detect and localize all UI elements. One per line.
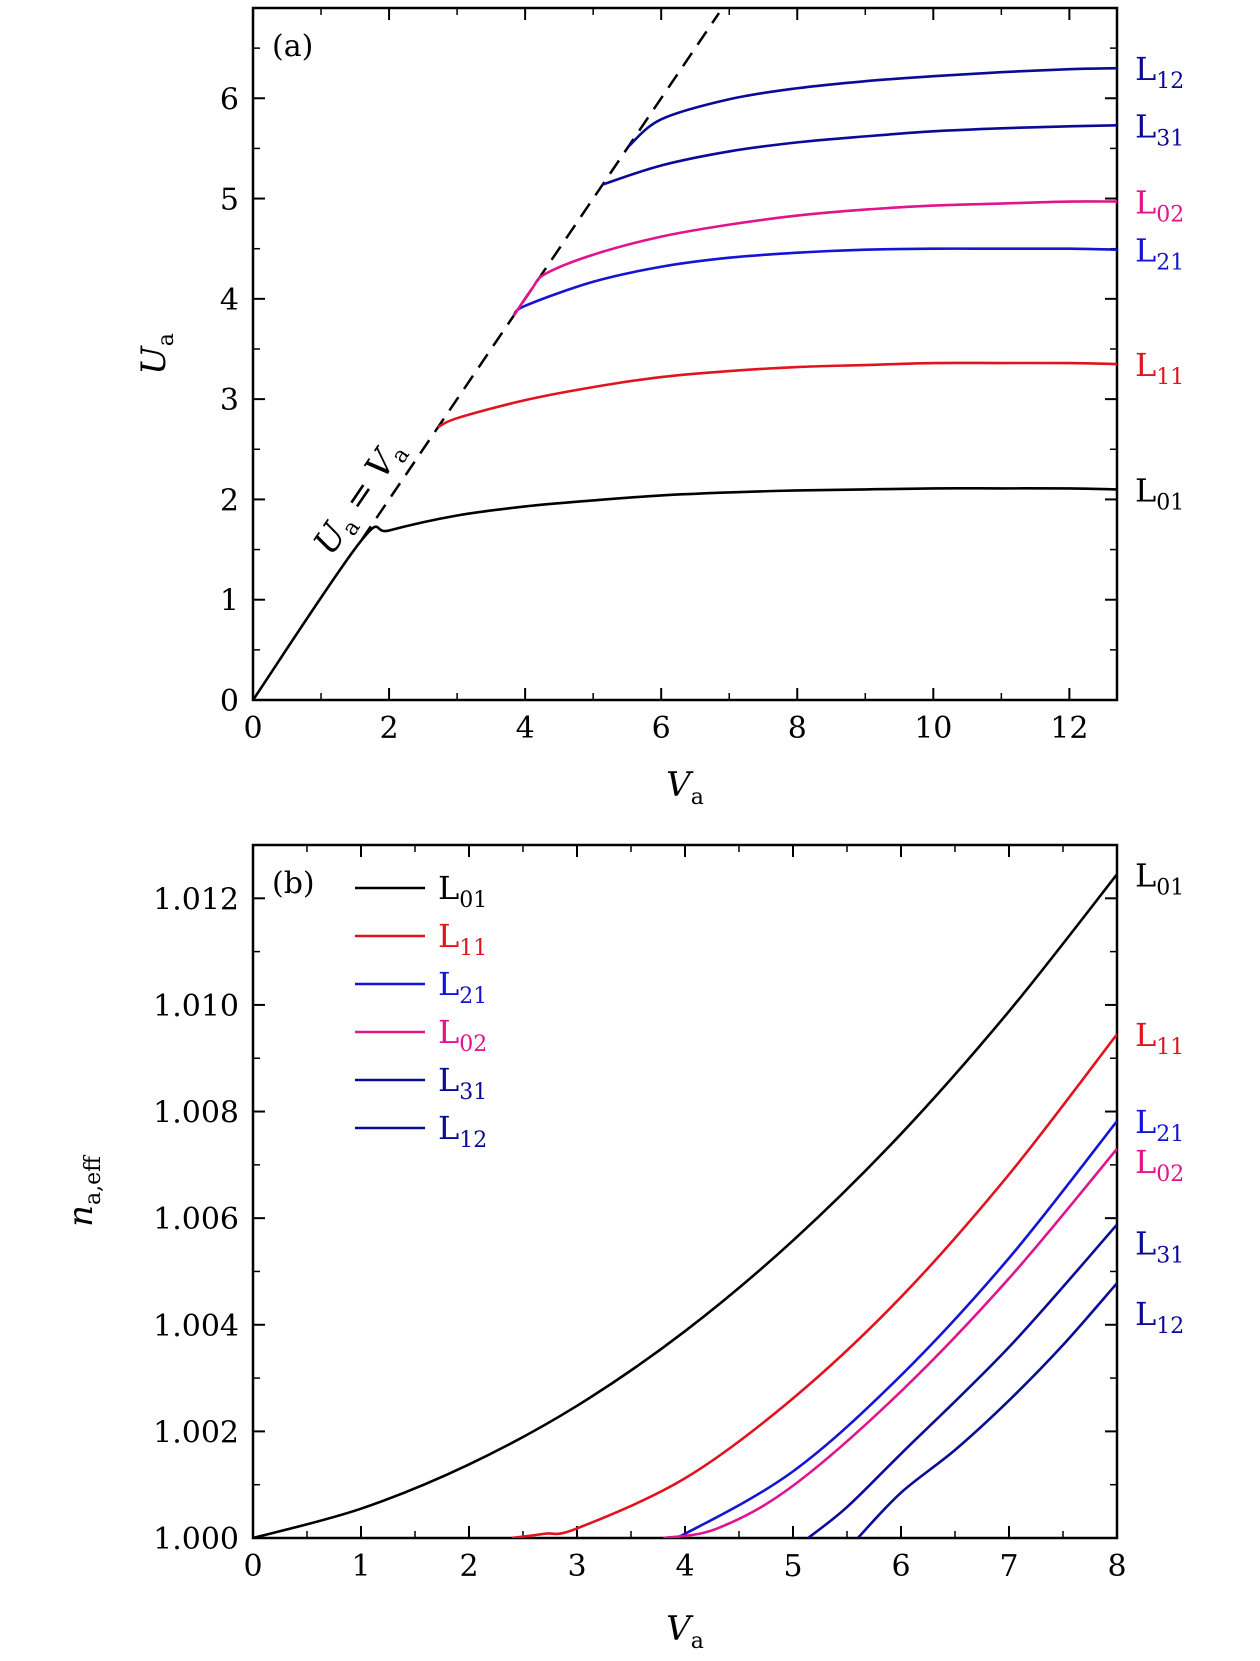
x-tick-label: 6 <box>652 711 671 746</box>
y-tick-label: 6 <box>220 82 239 117</box>
series-end-label-01: L01 <box>1135 471 1184 515</box>
series-end-label-11: L11 <box>1135 346 1184 390</box>
y-tick-label: 5 <box>220 183 239 218</box>
y-tick-label: 3 <box>220 383 239 418</box>
series-line-02 <box>663 1148 1117 1538</box>
y-tick-label: 1.002 <box>153 1415 239 1450</box>
y-axis-title: Ua <box>134 333 179 375</box>
series-end-label-02: L02 <box>1135 184 1184 228</box>
x-tick-label: 2 <box>380 711 399 746</box>
x-tick-label: 8 <box>788 711 807 746</box>
series-line-11 <box>437 361 1117 429</box>
x-axis-title: Va <box>666 765 704 810</box>
legend-label-01: L01 <box>438 869 487 913</box>
y-tick-label: 2 <box>220 483 239 518</box>
dashed-line-label: Ua = Va <box>306 432 415 564</box>
series-line-31 <box>602 124 1117 186</box>
series-line-12 <box>627 66 1117 148</box>
series-line-31 <box>807 1223 1117 1538</box>
legend-label-21: L21 <box>438 965 487 1009</box>
series-end-label-02: L02 <box>1135 1143 1184 1187</box>
series-line-11 <box>512 1033 1117 1538</box>
plot-frame <box>251 6 1119 702</box>
y-tick-label: 1.012 <box>153 882 239 917</box>
series-line-01 <box>253 873 1117 1538</box>
series-line-01 <box>253 487 1117 700</box>
y-tick-label: 1.010 <box>153 989 239 1024</box>
series-line-21 <box>666 1120 1117 1538</box>
x-tick-label: 10 <box>914 711 952 746</box>
x-tick-label: 4 <box>675 1549 694 1584</box>
x-tick-label: 8 <box>1107 1549 1126 1584</box>
y-tick-label: 1.000 <box>153 1522 239 1557</box>
x-tick-label: 4 <box>516 711 535 746</box>
series-line-02 <box>512 200 1117 317</box>
x-tick-label: 6 <box>891 1549 910 1584</box>
x-tick-label: 12 <box>1050 711 1088 746</box>
series-end-label-21: L21 <box>1135 232 1184 276</box>
panel-label: (b) <box>272 866 315 901</box>
series-end-label-12: L12 <box>1135 1295 1184 1339</box>
y-axis-title: na,eff <box>61 1155 106 1227</box>
panel-label: (a) <box>272 29 313 64</box>
y-tick-label: 1.006 <box>153 1202 239 1237</box>
x-axis-title: Va <box>666 1609 704 1654</box>
series-end-label-12: L12 <box>1135 50 1184 94</box>
series-line-21 <box>512 247 1117 317</box>
x-tick-label: 5 <box>783 1549 802 1584</box>
legend-label-11: L11 <box>438 917 487 961</box>
x-tick-label: 1 <box>351 1549 370 1584</box>
legend-label-31: L31 <box>438 1061 487 1105</box>
legend-label-12: L12 <box>438 1109 487 1153</box>
x-tick-label: 2 <box>459 1549 478 1584</box>
y-tick-label: 1 <box>220 584 239 619</box>
series-line-12 <box>856 1282 1117 1538</box>
series-end-label-11: L11 <box>1135 1016 1184 1060</box>
y-tick-label: 1.008 <box>153 1096 239 1131</box>
panel-b: 0 1 2 3 4 5 6 7 8 1.000 1.002 1.004 1.006 1.008 1.010 1… <box>61 843 1184 1654</box>
y-tick-label: 1.004 <box>153 1309 239 1344</box>
series-end-label-21: L21 <box>1135 1103 1184 1147</box>
series-end-label-01: L01 <box>1135 856 1184 900</box>
plot-frame <box>251 843 1119 1540</box>
x-tick-label: 0 <box>243 711 262 746</box>
series-end-label-31: L31 <box>1135 1225 1184 1269</box>
x-tick-label: 3 <box>567 1549 586 1584</box>
y-tick-label: 4 <box>220 283 239 318</box>
y-tick-label: 0 <box>220 684 239 719</box>
x-tick-label: 7 <box>999 1549 1018 1584</box>
series-end-label-31: L31 <box>1135 107 1184 151</box>
legend-label-02: L02 <box>438 1013 487 1057</box>
x-tick-label: 0 <box>243 1549 262 1584</box>
